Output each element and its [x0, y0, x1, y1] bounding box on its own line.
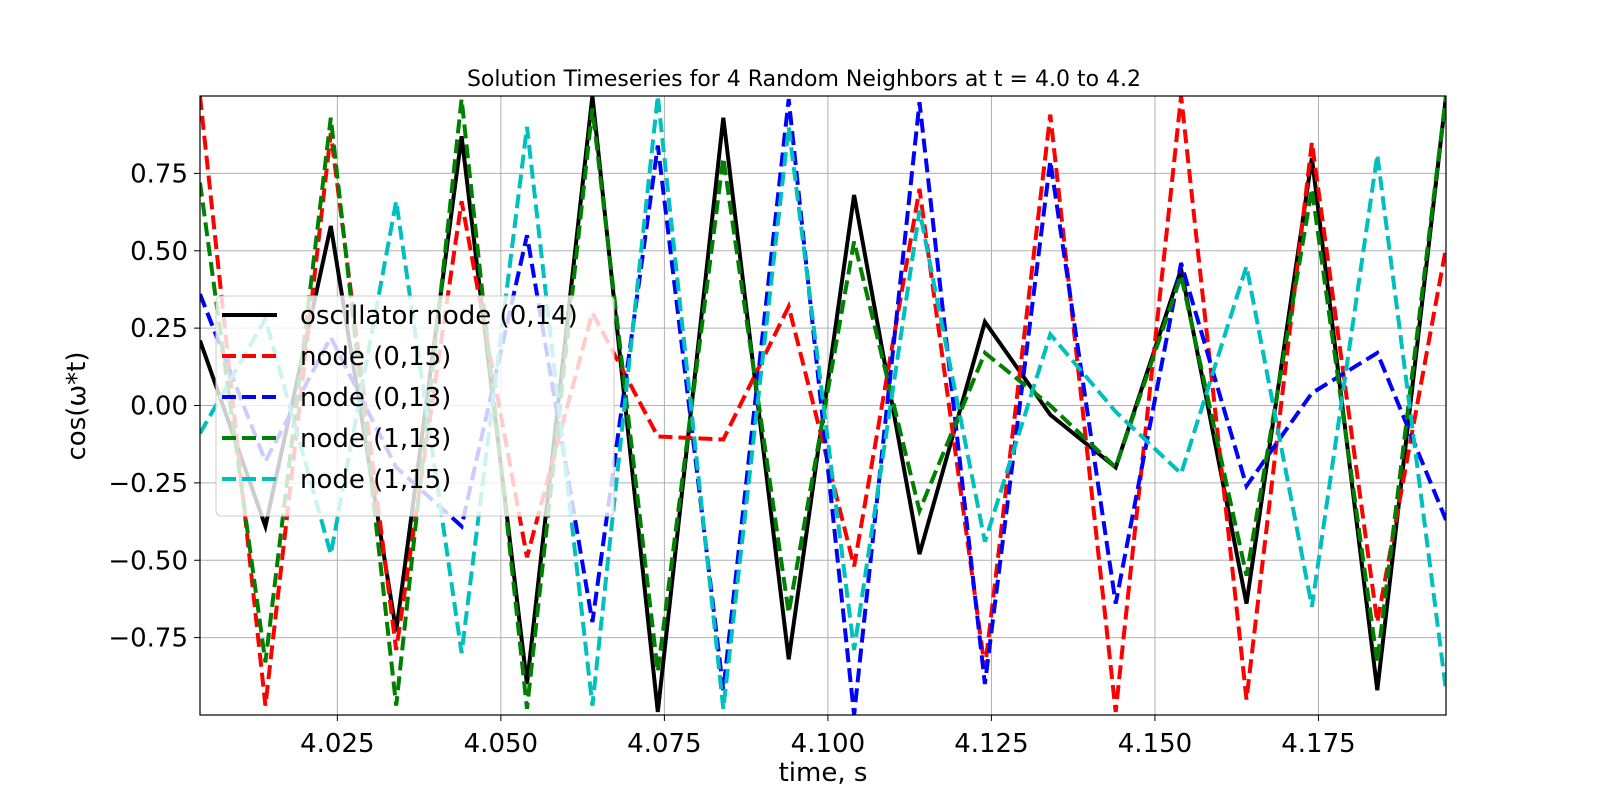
x-axis-label: time, s: [779, 758, 868, 788]
y-tick-label: −0.75: [108, 624, 188, 654]
legend-label-1: node (0,15): [300, 342, 451, 372]
series-line-4: [200, 96, 1446, 710]
x-tick-label: 4.075: [627, 729, 701, 759]
legend-box: [215, 295, 615, 517]
x-tick-label: 4.150: [1118, 729, 1192, 759]
y-axis-label: cos(ω*t): [62, 351, 92, 460]
x-tick-label: 4.025: [300, 729, 374, 759]
y-tick-label: 0.75: [130, 159, 188, 189]
legend-label-3: node (1,13): [300, 424, 451, 454]
legend-label-4: node (1,15): [300, 465, 451, 495]
x-tick-label: 4.125: [954, 729, 1028, 759]
y-tick-label: 0.25: [130, 314, 188, 344]
y-tick-label: 0.00: [130, 392, 188, 422]
y-tick-label: −0.50: [108, 546, 188, 576]
series-lines: [200, 96, 1446, 715]
y-axis-ticks: −0.75 −0.50 −0.25 0.00 0.25 0.50 0.75: [108, 159, 200, 654]
x-tick-label: 4.175: [1281, 729, 1355, 759]
legend-label-0: oscillator node (0,14): [300, 301, 578, 331]
y-tick-label: −0.25: [108, 469, 188, 499]
series-line-3: [200, 96, 1446, 710]
legend-label-2: node (0,13): [300, 383, 451, 413]
series-line-1: [200, 96, 1446, 713]
y-tick-label: 0.50: [130, 237, 188, 267]
x-tick-label: 4.100: [791, 729, 865, 759]
series-line-2: [200, 98, 1446, 715]
legend: oscillator node (0,14) node (0,15) node (0…: [215, 295, 615, 517]
x-tick-label: 4.050: [464, 729, 538, 759]
x-axis-ticks: 4.025 4.050 4.075 4.100 4.125 4.150 4.175: [300, 715, 1356, 759]
chart-title: Solution Timeseries for 4 Random Neighbo…: [467, 67, 1141, 92]
